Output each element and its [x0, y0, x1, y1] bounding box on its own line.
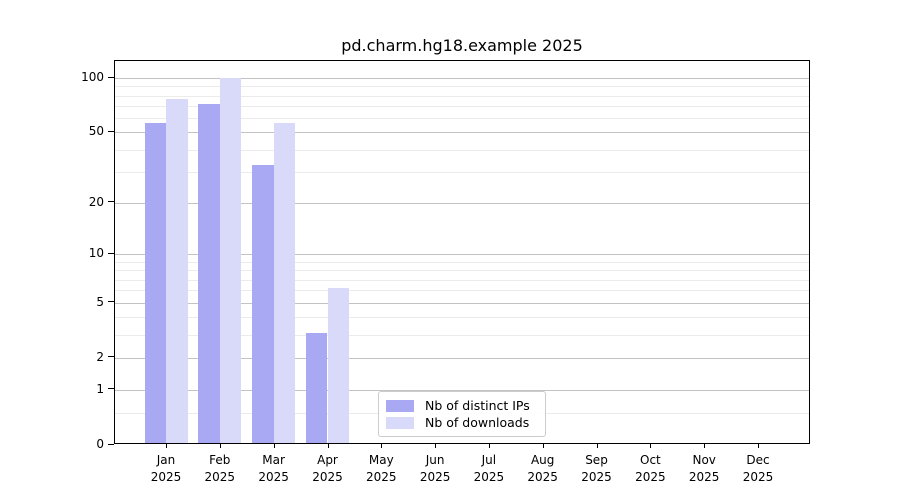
gridline-minor	[115, 317, 809, 318]
y-tick-label: 1	[96, 381, 104, 396]
gridline-minor	[115, 290, 809, 292]
chart-title: pd.charm.hg18.example 2025	[341, 36, 583, 55]
legend-item-distinct-ips: Nb of distinct IPs	[386, 397, 537, 414]
x-tick-label: Dec 2025	[742, 453, 774, 484]
x-tick-mark	[758, 444, 759, 448]
x-tick-mark	[273, 444, 275, 448]
gridline-major	[115, 132, 809, 134]
gridline-minor	[115, 171, 809, 173]
x-tick-mark	[650, 444, 652, 448]
gridline-minor	[115, 261, 809, 263]
gridline-major	[115, 202, 809, 204]
x-tick-label: Jun 2025	[419, 453, 451, 484]
x-tick-mark	[596, 444, 598, 448]
x-tick-mark	[435, 444, 437, 448]
bar-feb-distinct-ips	[198, 104, 220, 443]
y-tick-label: 2	[96, 349, 104, 364]
gridline-minor	[115, 106, 809, 107]
x-tick-mark	[381, 444, 383, 448]
y-tick-label: 0	[96, 437, 104, 451]
x-tick-label: Sep 2025	[581, 453, 612, 484]
gridline-minor	[115, 95, 809, 97]
gridline-minor	[115, 279, 809, 281]
y-tick-label: 20	[88, 194, 104, 209]
bar-apr-downloads	[327, 288, 349, 443]
y-tick-mark	[108, 356, 114, 358]
x-tick-label: May 2025	[366, 453, 397, 484]
plot-area	[114, 60, 810, 444]
legend-item-downloads: Nb of downloads	[386, 414, 537, 431]
bar-jan-distinct-ips	[144, 122, 166, 443]
gridline-minor	[115, 149, 809, 151]
y-tick-mark	[108, 301, 114, 302]
x-tick-label: Mar 2025	[258, 453, 289, 484]
x-tick-label: Oct 2025	[635, 453, 666, 484]
gridline-major	[115, 389, 809, 391]
bar-feb-downloads	[219, 77, 242, 443]
x-tick-mark	[488, 444, 490, 448]
x-tick-label: Aug 2025	[527, 453, 558, 484]
y-tick-mark	[108, 201, 114, 203]
y-tick-label: 5	[96, 294, 104, 309]
x-tick-mark	[327, 444, 329, 448]
bar-jan-downloads	[166, 98, 188, 443]
legend-swatch-downloads	[386, 416, 414, 429]
x-tick-mark	[704, 444, 706, 448]
y-tick-mark	[108, 130, 114, 132]
gridline-major	[115, 357, 809, 359]
gridline-major	[115, 254, 809, 256]
legend-label-distinct-ips: Nb of distinct IPs	[425, 398, 530, 413]
gridline-minor	[115, 118, 809, 120]
gridline-minor	[115, 270, 809, 272]
y-tick-label: 100	[81, 70, 104, 84]
y-tick-mark	[108, 252, 114, 254]
gridline-major	[115, 78, 809, 79]
x-tick-mark	[219, 444, 221, 448]
x-tick-label: Jan 2025	[150, 453, 182, 484]
y-tick-label: 50	[88, 124, 104, 139]
bar-mar-distinct-ips	[252, 164, 274, 443]
legend: Nb of distinct IPs Nb of downloads	[378, 391, 546, 437]
y-tick-label: 10	[88, 246, 104, 261]
y-tick-mark	[108, 388, 114, 390]
x-tick-label: Feb 2025	[204, 453, 236, 484]
gridline-minor	[115, 334, 809, 336]
legend-label-downloads: Nb of downloads	[425, 415, 530, 430]
x-tick-mark	[166, 444, 167, 448]
legend-swatch-distinct-ips	[386, 399, 414, 412]
bar-apr-distinct-ips	[305, 332, 328, 443]
x-tick-label: Apr 2025	[312, 453, 343, 484]
gridline-major	[115, 302, 809, 304]
bar-mar-downloads	[273, 122, 296, 443]
y-tick-mark	[108, 76, 114, 78]
y-tick-mark	[108, 443, 114, 445]
x-tick-label: Jul 2025	[473, 453, 505, 484]
gridline-minor	[115, 86, 809, 88]
x-tick-mark	[542, 444, 544, 448]
x-tick-label: Nov 2025	[688, 453, 720, 484]
